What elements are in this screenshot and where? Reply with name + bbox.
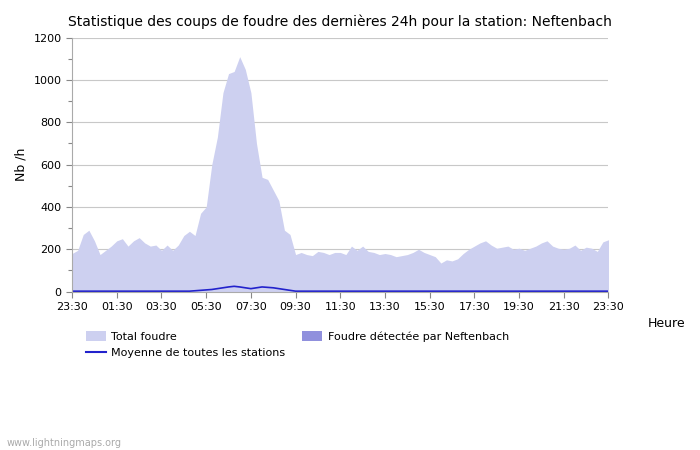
Y-axis label: Nb /h: Nb /h [15, 148, 28, 181]
Legend: Total foudre, Moyenne de toutes les stations, Foudre détectée par Neftenbach: Total foudre, Moyenne de toutes les stat… [81, 327, 513, 362]
Text: www.lightningmaps.org: www.lightningmaps.org [7, 438, 122, 448]
Title: Statistique des coups de foudre des dernières 24h pour la station: Neftenbach: Statistique des coups de foudre des dern… [69, 15, 612, 30]
Text: Heure: Heure [648, 317, 685, 329]
